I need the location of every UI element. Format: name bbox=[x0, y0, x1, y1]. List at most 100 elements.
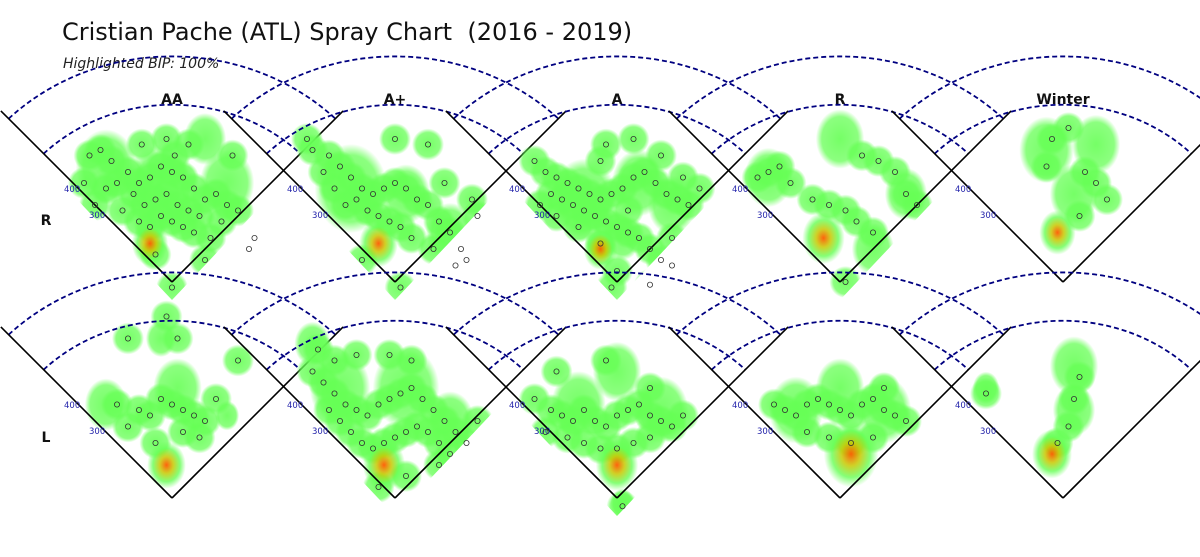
density-hotspot bbox=[1019, 116, 1074, 184]
batted-ball-point bbox=[114, 401, 121, 408]
row-label: R bbox=[41, 213, 52, 229]
batted-ball-point bbox=[1076, 212, 1083, 219]
fence-400-arc bbox=[231, 55, 559, 120]
batted-ball-point bbox=[430, 245, 437, 252]
batted-ball-point bbox=[804, 428, 811, 435]
batted-ball-point bbox=[771, 401, 778, 408]
batted-ball-point bbox=[146, 223, 153, 230]
batted-ball-point bbox=[218, 218, 225, 225]
batted-ball-point bbox=[212, 190, 219, 197]
batted-ball-point bbox=[358, 439, 365, 446]
batted-ball-point bbox=[179, 223, 186, 230]
batted-ball-point bbox=[641, 168, 648, 175]
batted-ball-point bbox=[859, 401, 866, 408]
batted-ball-point bbox=[358, 256, 365, 263]
batted-ball-point bbox=[446, 229, 453, 236]
left-foul-line bbox=[223, 110, 396, 283]
fence-400-arc bbox=[8, 55, 336, 120]
right-foul-line bbox=[1062, 359, 1200, 499]
distance-label-400: 400 bbox=[287, 401, 303, 411]
batted-ball-point bbox=[185, 207, 192, 214]
batted-ball-point bbox=[320, 168, 327, 175]
fence-400-arc bbox=[231, 271, 559, 336]
batted-ball-point bbox=[201, 196, 208, 203]
batted-ball-point bbox=[364, 207, 371, 214]
batted-ball-point bbox=[669, 423, 676, 430]
batted-ball-point bbox=[537, 201, 544, 208]
fence-300-arc bbox=[488, 103, 746, 155]
batted-ball-point bbox=[402, 472, 409, 479]
batted-ball-point bbox=[614, 412, 621, 419]
batted-ball-point bbox=[463, 256, 470, 263]
batted-ball-point bbox=[826, 434, 833, 441]
density-hotspot bbox=[381, 164, 431, 224]
density-hotspot bbox=[214, 400, 240, 431]
fence-300-arc bbox=[43, 319, 301, 371]
batted-ball-point bbox=[625, 207, 632, 214]
batted-ball-point bbox=[157, 212, 164, 219]
batted-ball-point bbox=[603, 141, 610, 148]
batted-ball-point bbox=[92, 201, 99, 208]
batted-ball-point bbox=[614, 223, 621, 230]
fence-300-arc bbox=[934, 319, 1192, 371]
batted-ball-point bbox=[234, 357, 241, 364]
batted-ball-point bbox=[570, 201, 577, 208]
density-hotspot bbox=[972, 371, 1000, 405]
density-hotspot bbox=[1049, 164, 1099, 224]
distance-label-400: 400 bbox=[64, 185, 80, 195]
batted-ball-point bbox=[435, 439, 442, 446]
batted-ball-point bbox=[430, 406, 437, 413]
batted-ball-point bbox=[424, 428, 431, 435]
density-hotspot bbox=[611, 149, 667, 217]
batted-ball-point bbox=[125, 423, 132, 430]
distance-label-300: 300 bbox=[534, 211, 550, 221]
batted-ball-point bbox=[614, 445, 621, 452]
batted-ball-point bbox=[342, 201, 349, 208]
batted-ball-point bbox=[542, 428, 549, 435]
batted-ball-point bbox=[397, 284, 404, 291]
batted-ball-point bbox=[553, 212, 560, 219]
batted-ball-point bbox=[413, 423, 420, 430]
batted-ball-point bbox=[342, 401, 349, 408]
density-hotspot bbox=[294, 321, 331, 367]
density-hotspot bbox=[1071, 114, 1121, 175]
density-hotspot bbox=[1039, 210, 1076, 255]
batted-ball-point bbox=[1076, 373, 1083, 380]
batted-ball-point bbox=[229, 152, 236, 159]
density-halo bbox=[222, 344, 254, 377]
right-foul-line bbox=[616, 110, 789, 283]
batted-ball-point bbox=[81, 179, 88, 186]
batted-ball-point bbox=[135, 406, 142, 413]
density-hotspot bbox=[815, 109, 865, 169]
batted-ball-point bbox=[309, 368, 316, 375]
batted-ball-point bbox=[380, 185, 387, 192]
batted-ball-point bbox=[408, 234, 415, 241]
batted-ball-point bbox=[1104, 196, 1111, 203]
batted-ball-point bbox=[559, 412, 566, 419]
density-halo bbox=[428, 167, 461, 199]
batted-ball-point bbox=[364, 412, 371, 419]
batted-ball-point bbox=[86, 152, 93, 159]
batted-ball-point bbox=[168, 168, 175, 175]
batted-ball-point bbox=[903, 190, 910, 197]
batted-ball-point bbox=[168, 218, 175, 225]
fence-300-arc bbox=[43, 103, 301, 155]
batted-ball-point bbox=[983, 390, 990, 397]
batted-ball-point bbox=[408, 357, 415, 364]
batted-ball-point bbox=[680, 174, 687, 181]
batted-ball-point bbox=[174, 201, 181, 208]
batted-ball-point bbox=[419, 395, 426, 402]
batted-ball-point bbox=[97, 146, 104, 153]
density-layer bbox=[741, 109, 933, 298]
batted-ball-point bbox=[787, 179, 794, 186]
distance-label-300: 300 bbox=[312, 211, 328, 221]
density-hotspot bbox=[595, 439, 639, 491]
column-label: A bbox=[612, 92, 623, 108]
batted-ball-point bbox=[809, 196, 816, 203]
distance-label-400: 400 bbox=[287, 185, 303, 195]
batted-ball-point bbox=[353, 196, 360, 203]
batted-ball-point bbox=[553, 174, 560, 181]
batted-ball-point bbox=[881, 384, 888, 391]
batted-ball-point bbox=[141, 201, 148, 208]
